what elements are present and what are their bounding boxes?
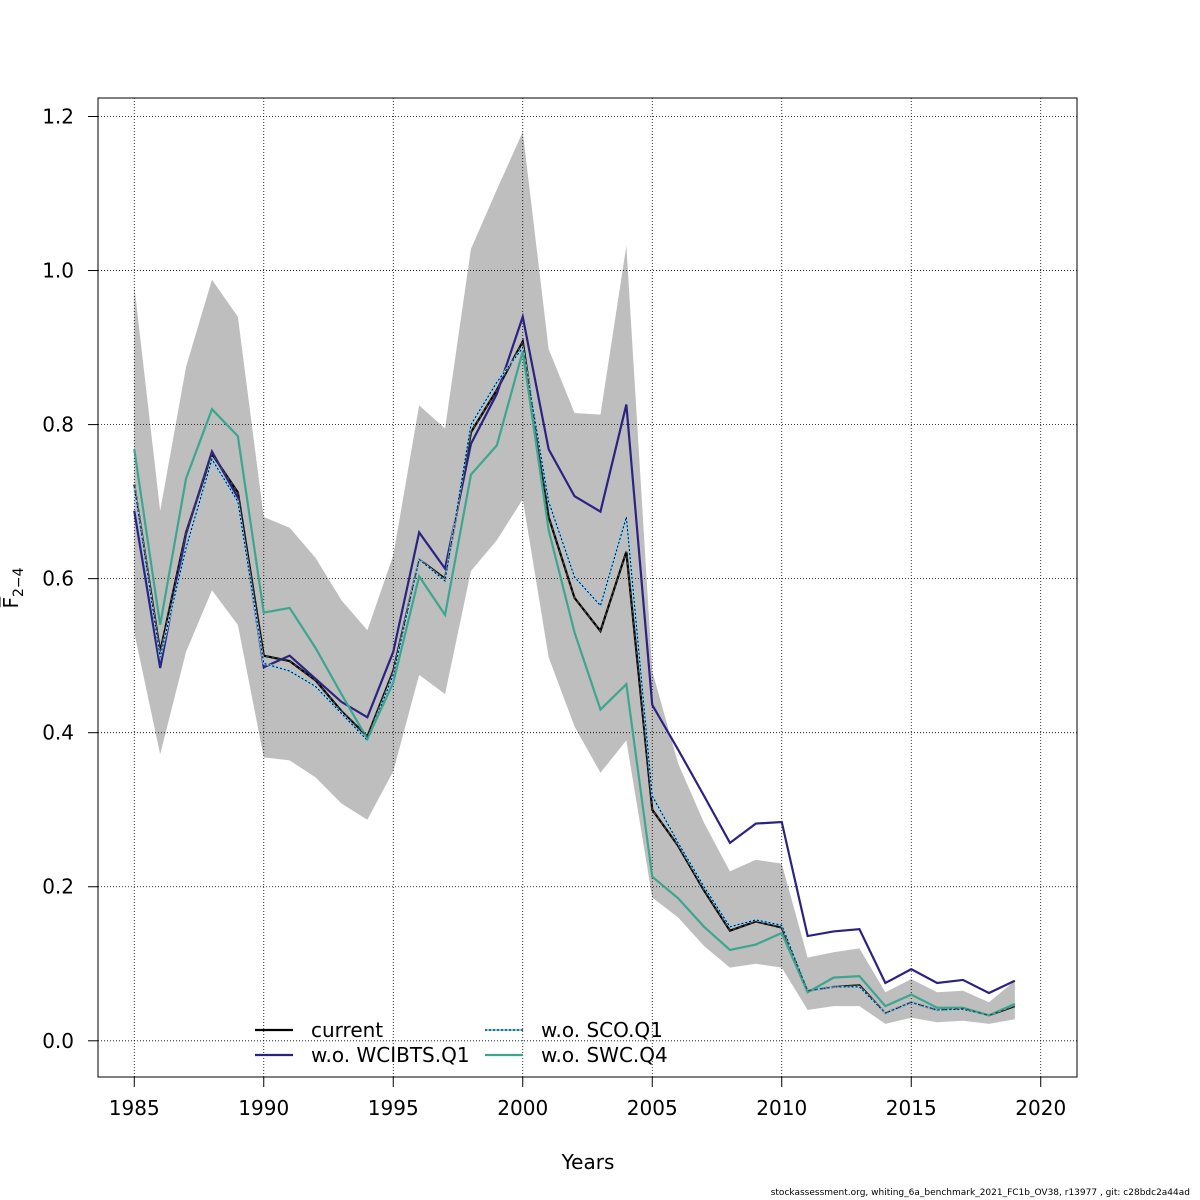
- x-tick-label: 2020: [1015, 1096, 1066, 1120]
- legend-item-0: current: [255, 1018, 383, 1042]
- y-tick-label: 1.0: [42, 259, 74, 283]
- x-tick-label: 2010: [756, 1096, 807, 1120]
- y-axis: 0.0 0.2 0.4 0.6 0.8 1.0 1.2: [42, 104, 98, 1053]
- legend-label: w.o. SWC.Q4: [541, 1043, 668, 1067]
- x-tick-label: 2005: [627, 1096, 678, 1120]
- y-tick-label: 0.2: [42, 875, 74, 899]
- legend-label: w.o. WCIBTS.Q1: [311, 1043, 470, 1067]
- x-tick-label: 1995: [368, 1096, 419, 1120]
- y-tick-label: 1.2: [42, 104, 74, 128]
- y-axis-label: F̅2−4: [0, 567, 27, 608]
- x-tick-label: 1990: [238, 1096, 289, 1120]
- x-axis-label: Years: [561, 1150, 615, 1174]
- current-dashed-overlay: [133, 339, 1016, 1017]
- x-axis: 1985 1990 1995 2000 2005 2010 2015 2020: [109, 1076, 1066, 1120]
- x-tick-label: 2000: [497, 1096, 548, 1120]
- y-tick-label: 0.0: [42, 1029, 74, 1053]
- y-axis-label-main: F̅: [0, 596, 23, 609]
- grid-layer: [98, 98, 1077, 1077]
- legend-item-3: w.o. SWC.Q4: [485, 1043, 668, 1067]
- series-line-2: [133, 346, 1016, 1016]
- x-tick-label: 2015: [886, 1096, 937, 1120]
- y-axis-label-sub: 2−4: [11, 567, 27, 597]
- legend-item-1: w.o. WCIBTS.Q1: [255, 1043, 470, 1067]
- series-line-1: [133, 312, 1016, 995]
- y-tick-label: 0.8: [42, 413, 74, 437]
- legend-item-2: w.o. SCO.Q1: [485, 1018, 663, 1042]
- legend-label: w.o. SCO.Q1: [541, 1018, 663, 1042]
- y-tick-label: 0.4: [42, 721, 74, 745]
- footer-credit: stockassessment.org, whiting_6a_benchmar…: [770, 1188, 1190, 1198]
- x-tick-label: 1985: [109, 1096, 160, 1120]
- legend-label: current: [311, 1018, 383, 1042]
- series-line-3: [133, 351, 1016, 1017]
- y-tick-label: 0.6: [42, 567, 74, 591]
- series-layer: [133, 312, 1016, 1017]
